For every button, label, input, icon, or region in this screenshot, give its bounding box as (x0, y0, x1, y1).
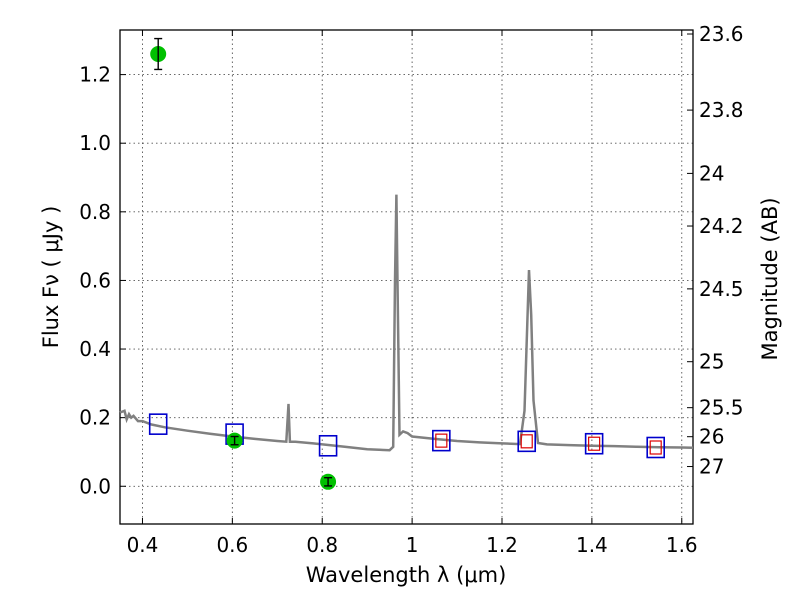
x-tick-label: 1 (406, 533, 419, 557)
magnitude-axis-label: Magnitude (AB) (758, 197, 782, 360)
plot-frame (119, 29, 694, 525)
magnitude-tick-label: 25 (699, 350, 724, 374)
model-band-box (148, 413, 168, 435)
model-band-markers (148, 413, 665, 459)
magnitude-tick-label: 27 (699, 455, 724, 479)
magnitude-tick-label: 24 (699, 161, 724, 185)
x-tick-label: 0.6 (216, 533, 248, 557)
red-marker-box (520, 434, 533, 449)
x-tick-label: 0.4 (127, 533, 159, 557)
grid-lines (120, 30, 693, 524)
magnitude-axis: 23.6 23.8 24 24.2 24.5 25 25.5 26 27 (687, 22, 744, 479)
x-axis-label: Wavelength λ (μm) (306, 563, 507, 587)
y-tick-label: 0.0 (79, 474, 111, 498)
model-band-box (432, 429, 451, 452)
y-tick-label: 0.2 (79, 406, 111, 430)
x-tick-label: 1.2 (486, 533, 518, 557)
magnitude-tick-label: 24.5 (699, 277, 744, 301)
magnitude-tick-label: 23.6 (699, 22, 744, 46)
observed-points (150, 37, 337, 490)
magnitude-tick-label: 23.8 (699, 98, 744, 122)
x-tick-label: 0.8 (306, 533, 338, 557)
model-band-box (646, 436, 665, 459)
model-band-box (584, 432, 604, 455)
magnitude-tick-label: 25.5 (699, 396, 744, 420)
y-axis-label: Flux Fν ( μJy ) (39, 206, 63, 349)
red-markers (435, 433, 662, 455)
red-marker-box (435, 433, 448, 448)
y-axis: 0.0 0.2 0.4 0.6 0.8 1.0 1.2 (79, 63, 126, 498)
y-tick-label: 1.2 (79, 63, 111, 87)
magnitude-tick-label: 24.2 (699, 214, 744, 238)
model-band-box (318, 434, 338, 457)
x-tick-label: 1.4 (576, 533, 608, 557)
y-tick-label: 0.6 (79, 268, 111, 292)
red-marker-box (588, 436, 601, 451)
y-tick-label: 1.0 (79, 131, 111, 155)
y-tick-label: 0.8 (79, 200, 111, 224)
model-band-box (517, 430, 537, 453)
red-marker-box (649, 440, 662, 455)
y-tick-label: 0.4 (79, 337, 111, 361)
model-spectrum-line (119, 194, 694, 452)
x-tick-label: 1.6 (666, 533, 698, 557)
magnitude-tick-label: 26 (699, 425, 724, 449)
x-axis: 0.4 0.6 0.8 1 1.2 1.4 1.6 (127, 30, 698, 557)
